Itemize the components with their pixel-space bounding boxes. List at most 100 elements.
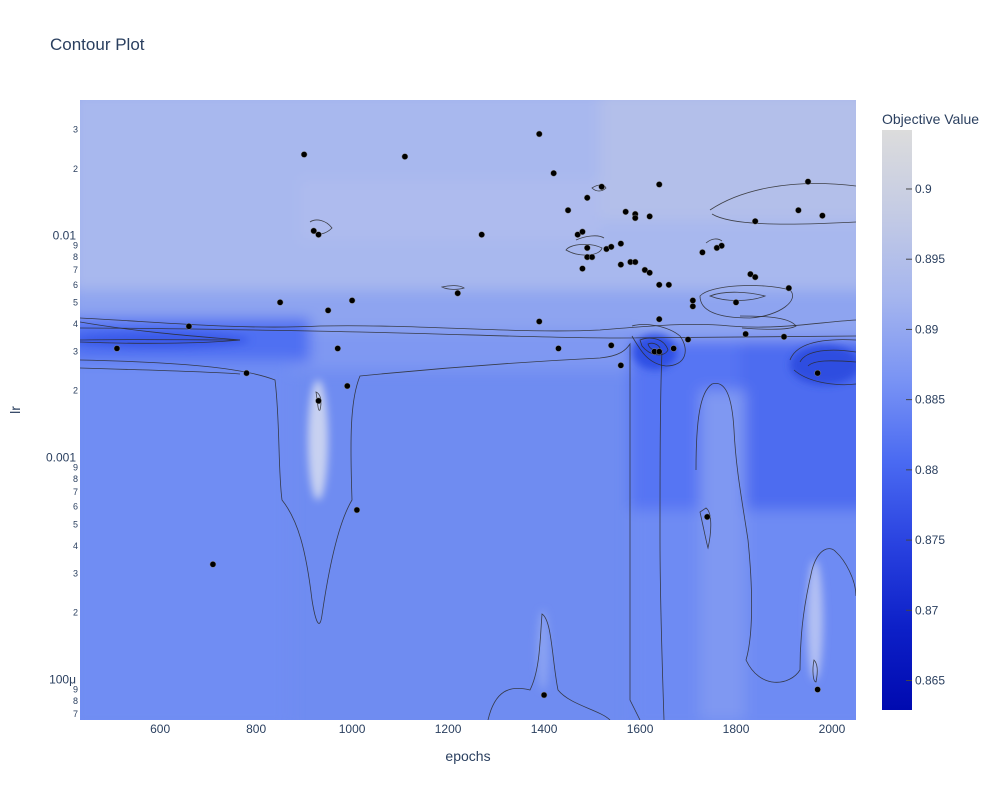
trial-point [622, 208, 629, 216]
trial-point [646, 213, 653, 220]
trial-point [209, 561, 217, 568]
trial-point [670, 345, 677, 352]
colorbar-tick-label: 0.895 [915, 252, 945, 266]
y-minor-tick-label: 8 [73, 252, 78, 262]
trial-point [713, 244, 721, 252]
colorbar-tick-label: 0.885 [915, 393, 945, 407]
y-minor-tick-label: 2 [73, 608, 78, 618]
trial-point [564, 207, 572, 214]
trial-points [113, 130, 826, 699]
y-minor-tick-label: 7 [73, 265, 78, 275]
contour-plot-area [80, 100, 856, 720]
contour-fill [80, 100, 856, 720]
trial-point [751, 273, 759, 281]
trial-point [574, 231, 581, 238]
y-minor-tick-label: 2 [73, 164, 78, 174]
y-minor-tick-label: 4 [73, 319, 78, 329]
trial-point [555, 345, 562, 352]
trial-point [536, 318, 543, 325]
trial-point [315, 231, 322, 238]
trial-point [353, 506, 361, 514]
y-minor-tick-label: 7 [73, 709, 78, 719]
trial-point [665, 281, 673, 289]
trial-point [655, 315, 663, 323]
colorbar-tick-label: 0.875 [915, 533, 945, 547]
colorbar-title: Objective Value [882, 111, 979, 127]
y-minor-tick-label: 3 [73, 569, 78, 579]
trial-point [655, 348, 663, 355]
trial-point [478, 231, 485, 238]
y-tick-label: 0.001 [46, 450, 76, 464]
y-minor-tick-label: 3 [73, 347, 78, 357]
y-minor-tick-label: 5 [73, 297, 78, 307]
y-minor-tick-label: 2 [73, 386, 78, 396]
trial-point [276, 299, 284, 306]
trial-point [617, 261, 625, 268]
trial-point [584, 244, 591, 252]
trial-point [344, 382, 351, 390]
trial-point [598, 183, 605, 190]
trial-point [684, 336, 692, 343]
y-axis-title: lr [7, 406, 23, 414]
trial-point [751, 218, 759, 225]
x-tick-label: 1200 [435, 722, 462, 736]
trial-point [814, 686, 821, 693]
trial-point [324, 307, 332, 314]
colorbar-tick-label: 0.89 [915, 322, 939, 336]
trial-point [689, 303, 697, 310]
trial-point [780, 333, 788, 341]
trial-point [631, 258, 639, 266]
trial-point [588, 253, 596, 261]
y-minor-tick-label: 9 [73, 463, 78, 473]
trial-point [617, 240, 625, 247]
trial-point [617, 362, 625, 369]
colorbar-tick-label: 0.87 [915, 603, 939, 617]
trial-point [703, 513, 711, 521]
x-tick-label: 1600 [627, 722, 654, 736]
trial-point [655, 181, 663, 188]
x-tick-label: 1400 [531, 722, 558, 736]
y-minor-tick-label: 6 [73, 502, 78, 512]
trial-point [540, 691, 548, 699]
y-minor-tick-label: 7 [73, 487, 78, 497]
trial-point [795, 207, 802, 214]
x-tick-label: 1800 [723, 722, 750, 736]
trial-point [584, 194, 591, 202]
trial-point [310, 227, 317, 235]
trial-point [536, 130, 543, 138]
trial-point [689, 297, 697, 304]
y-minor-tick-label: 4 [73, 541, 78, 551]
trial-point [579, 265, 586, 272]
y-minor-tick-label: 8 [73, 474, 78, 484]
trial-point [300, 151, 308, 158]
contour-lines [80, 183, 856, 720]
y-tick-label: 0.01 [53, 229, 77, 243]
colorbar-ticks: 0.865 0.87 0.875 0.88 0.885 0.89 0.895 0.9 [906, 182, 945, 688]
trial-point [550, 169, 557, 177]
y-minor-tick-label: 8 [73, 696, 78, 706]
trial-point [732, 299, 740, 306]
trial-point [348, 297, 356, 304]
x-tick-label: 2000 [819, 722, 846, 736]
x-tick-label: 600 [150, 722, 170, 736]
trial-point [641, 266, 649, 274]
trial-point [334, 345, 341, 352]
trial-point [608, 243, 615, 251]
y-minor-tick-label: 6 [73, 280, 78, 290]
trial-point [655, 281, 663, 289]
trial-point [185, 323, 193, 330]
colorbar-tick-label: 0.865 [915, 674, 945, 688]
colorbar [882, 130, 912, 710]
y-minor-tick-label: 3 [73, 125, 78, 135]
x-tick-label: 1000 [339, 722, 366, 736]
trial-point [454, 289, 461, 297]
trial-point [113, 345, 121, 352]
x-axis-ticks: 600 800 1000 1200 1400 1600 1800 2000 [150, 722, 846, 736]
y-minor-tick-label: 9 [73, 241, 78, 251]
trial-point [243, 369, 250, 377]
chart-title: Contour Plot [50, 35, 145, 54]
trial-point [785, 284, 793, 292]
colorbar-tick-label: 0.9 [915, 182, 932, 196]
x-axis-title: epochs [445, 748, 490, 764]
